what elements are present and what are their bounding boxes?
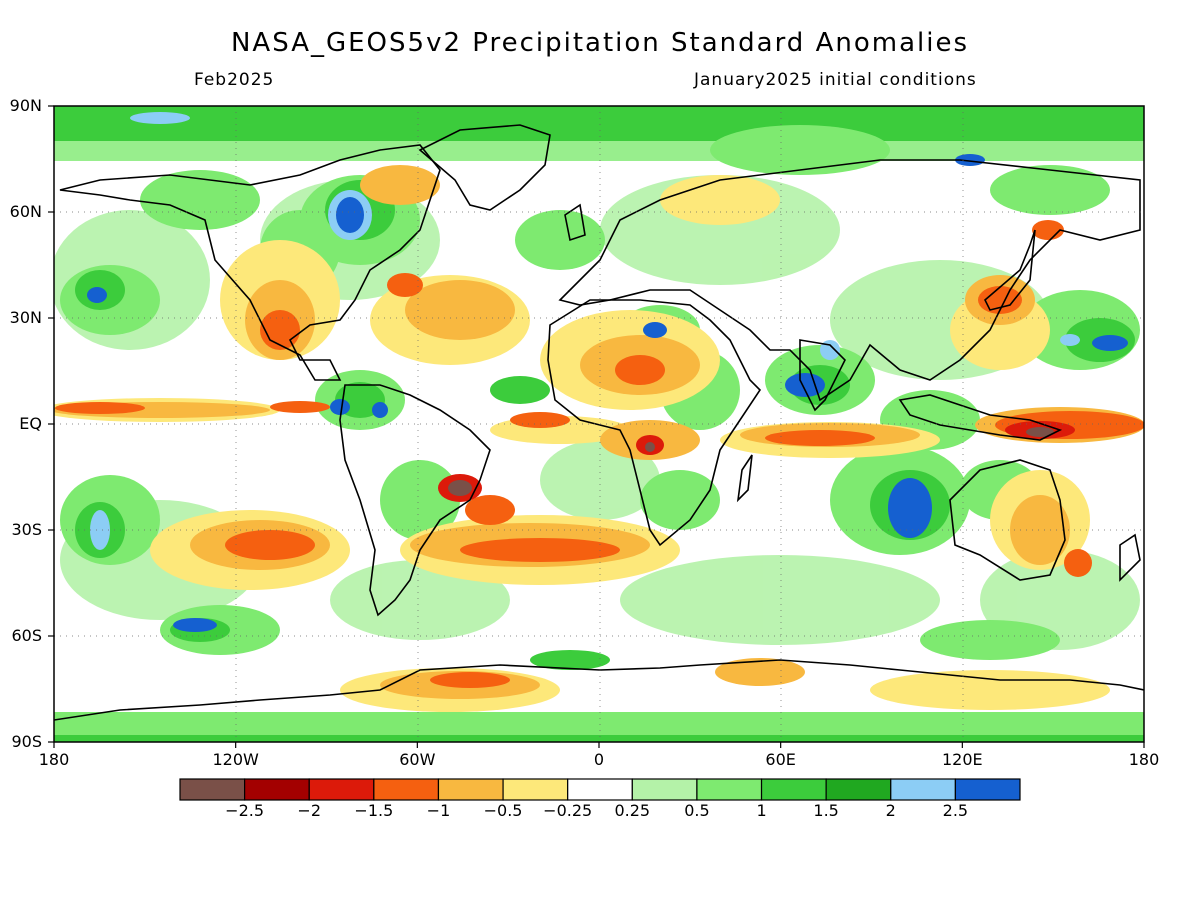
colorbar-swatch — [308, 778, 375, 801]
colorbar-swatch — [825, 778, 892, 801]
colorbar-label: 0.5 — [684, 801, 710, 820]
graticule — [54, 106, 1144, 742]
antarctica-coast — [54, 659, 1144, 721]
coastlines — [54, 124, 1144, 721]
latitude-label: EQ — [19, 414, 42, 433]
colorbar-swatch — [373, 778, 440, 801]
dry-extreme-blobs — [438, 421, 1075, 502]
longitude-label: 120W — [212, 750, 259, 769]
latitude-label: 90N — [9, 96, 42, 115]
longitude-label: 0 — [593, 750, 605, 769]
india-coast — [799, 339, 846, 412]
longitude-label: 60W — [399, 750, 436, 769]
colorbar-label: −2.5 — [225, 801, 265, 820]
colorbar-swatch — [631, 778, 698, 801]
colorbar-swatch — [437, 778, 504, 801]
australia-coast — [949, 459, 1066, 581]
colorbar-label: 0.25 — [614, 801, 651, 820]
colorbar-swatch — [696, 778, 763, 801]
colorbar — [179, 778, 1021, 801]
colorbar-label: −1 — [426, 801, 451, 820]
japan-coast — [984, 229, 1036, 311]
longitude-label: 60E — [765, 750, 796, 769]
wet-extreme-blobs — [87, 112, 1128, 632]
colorbar-swatch — [567, 778, 633, 801]
uk-coast — [564, 203, 586, 242]
chart-title: NASA_GEOS5v2 Precipitation Standard Anom… — [230, 28, 970, 58]
colorbar-swatch — [760, 778, 827, 801]
axis-ticks — [48, 105, 1145, 748]
eurasia-coast — [558, 159, 1141, 402]
colorbar-label: −1.5 — [354, 801, 394, 820]
new-zealand-coast — [1119, 533, 1141, 582]
colorbar-label: 2.5 — [942, 801, 969, 820]
antarctic-wet-band-2 — [54, 735, 1144, 742]
colorbar-label: 1.5 — [813, 801, 839, 820]
colorbar-swatch — [954, 778, 1021, 801]
colorbar-swatch — [179, 778, 246, 801]
colorbar-label: −0.25 — [543, 801, 593, 820]
latitude-label: 90S — [11, 732, 42, 751]
colorbar-label: −0.5 — [483, 801, 523, 820]
greenland-coast — [418, 124, 551, 211]
south-america-coast — [339, 384, 491, 617]
colorbar-label: −2 — [297, 801, 322, 820]
colorbar-swatch — [890, 778, 956, 801]
latitude-label: 60S — [11, 626, 42, 645]
colorbar-swatch — [244, 778, 310, 801]
north-america-coast — [59, 144, 441, 381]
colorbar-label: 1 — [756, 801, 767, 820]
maritime-continent-coast — [898, 394, 1063, 441]
longitude-label: 180 — [38, 750, 70, 769]
colorbar-swatch — [502, 778, 569, 801]
longitude-label: 180 — [1128, 750, 1160, 769]
africa-coast — [547, 299, 762, 547]
colorbar-label: 2 — [885, 801, 896, 820]
arctic-wet-band — [54, 106, 1144, 141]
longitude-label: 120E — [942, 750, 983, 769]
latitude-label: 60N — [9, 202, 42, 221]
forecast-month-label: Feb2025 — [194, 70, 275, 90]
latitude-label: 30S — [11, 520, 42, 539]
latitude-label: 30N — [9, 308, 42, 327]
madagascar-coast — [736, 454, 753, 503]
anomaly-field — [54, 106, 1144, 742]
initial-conditions-label: January2025 initial conditions — [694, 70, 977, 90]
